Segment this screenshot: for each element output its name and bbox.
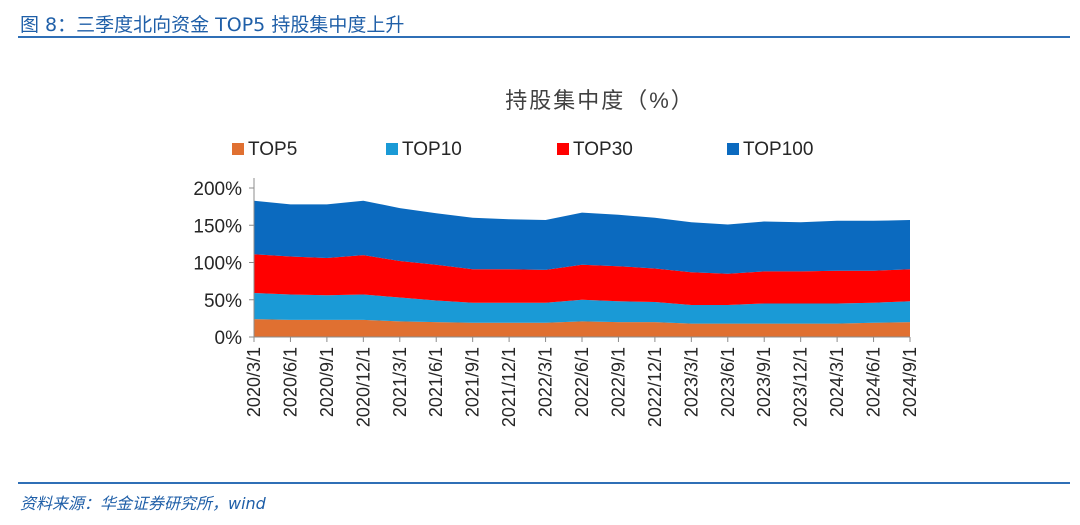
x-tick-label: 2023/3/1: [681, 347, 701, 417]
legend-swatch-top100: [727, 143, 739, 155]
x-tick-label: 2022/9/1: [608, 347, 628, 417]
y-tick-label: 50%: [204, 291, 242, 312]
legend-label-top5: TOP5: [248, 139, 297, 160]
x-tick-label: 2020/3/1: [244, 347, 264, 417]
legend-swatch-top30: [557, 143, 569, 155]
x-tick-label: 2022/12/1: [645, 347, 665, 427]
x-tick-label: 2021/3/1: [390, 347, 410, 417]
x-tick-label: 2020/9/1: [317, 347, 337, 417]
x-tick-label: 2024/9/1: [900, 347, 920, 417]
x-tick-label: 2023/9/1: [754, 347, 774, 417]
stacked-area-chart: 持股集中度（%） TOP5 TOP10 TOP30 TOP100 0% 50% 100% 150…: [193, 88, 920, 427]
y-tick-label: 200%: [193, 179, 242, 200]
x-tick-label: 2020/12/1: [353, 347, 373, 427]
series-area-top100: [254, 200, 910, 274]
x-tick-label: 2020/6/1: [280, 347, 300, 417]
legend-label-top100: TOP100: [743, 139, 813, 160]
chart-container: 持股集中度（%） TOP5 TOP10 TOP30 TOP100 0% 50% 100% 150…: [0, 40, 1080, 480]
legend-label-top10: TOP10: [402, 139, 462, 160]
y-tick-label: 0%: [215, 328, 243, 349]
x-tick-label: 2023/6/1: [718, 347, 738, 417]
legend-swatch-top5: [232, 143, 244, 155]
figure-footer: 资料来源：华金证券研究所，wind: [18, 482, 1070, 520]
x-tick-label: 2021/9/1: [463, 347, 483, 417]
x-tick-label: 2024/3/1: [827, 347, 847, 417]
series-area-top30: [254, 254, 910, 305]
legend-label-top30: TOP30: [573, 139, 633, 160]
x-tick-label: 2023/12/1: [791, 347, 811, 427]
figure-title: 图 8：三季度北向资金 TOP5 持股集中度上升: [20, 14, 405, 36]
y-tick-label: 100%: [193, 254, 242, 275]
x-tick-label: 2022/6/1: [572, 347, 592, 417]
legend-swatch-top10: [386, 143, 398, 155]
series-area-top5: [254, 319, 910, 337]
x-tick-label: 2021/12/1: [499, 347, 519, 427]
y-tick-label: 150%: [193, 216, 242, 237]
x-tick-label: 2024/6/1: [864, 347, 884, 417]
figure-source: 资料来源：华金证券研究所，wind: [20, 494, 266, 513]
series-area-top10: [254, 293, 910, 324]
chart-title: 持股集中度（%）: [505, 88, 695, 113]
x-tick-label: 2022/3/1: [536, 347, 556, 417]
figure-header: 图 8：三季度北向资金 TOP5 持股集中度上升: [18, 8, 1070, 38]
x-tick-label: 2021/6/1: [426, 347, 446, 417]
